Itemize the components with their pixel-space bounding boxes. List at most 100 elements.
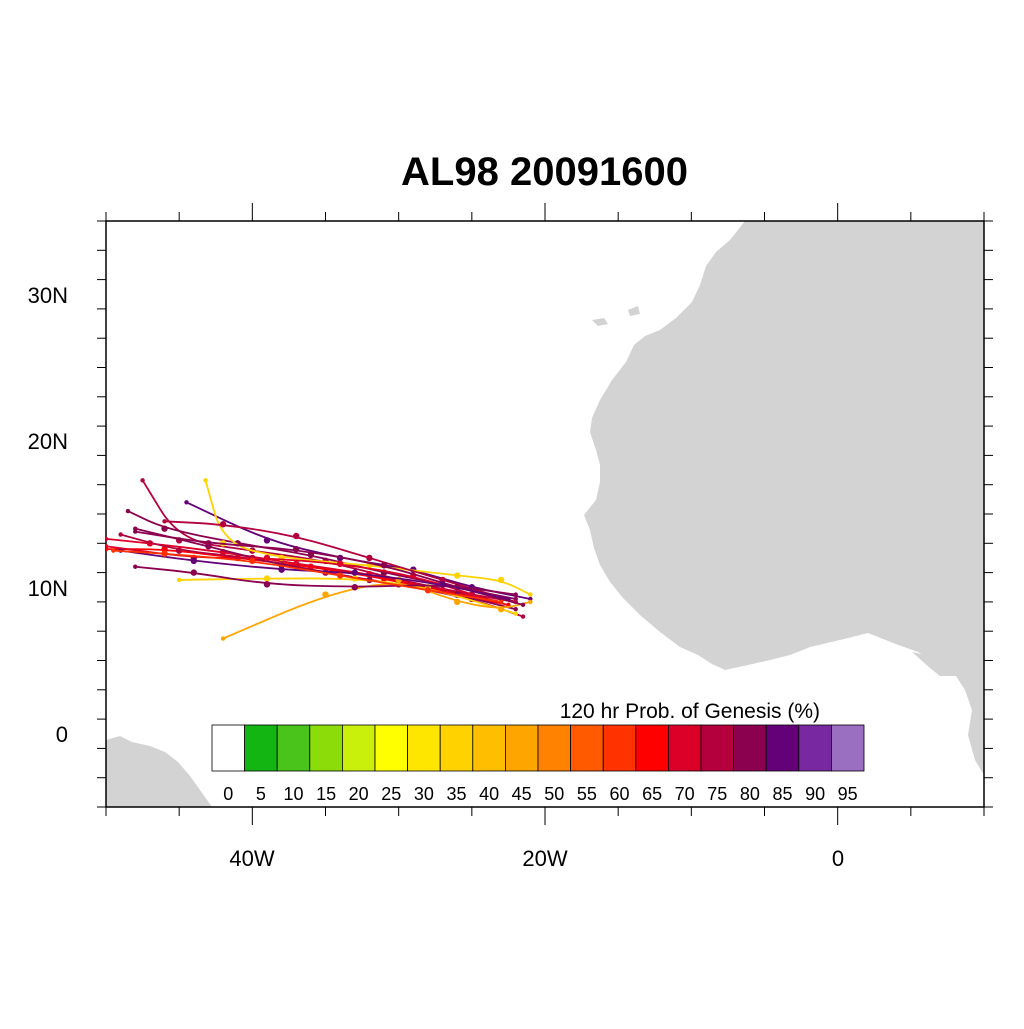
- legend-box-75: [700, 724, 734, 772]
- canary-island-2: [628, 306, 640, 316]
- track-point: [424, 586, 432, 594]
- lat-label-0: 0: [56, 722, 68, 747]
- track-point: [203, 478, 208, 483]
- track-point: [293, 545, 300, 553]
- track-line-14: [120, 549, 509, 600]
- axis-ticks: [97, 203, 993, 825]
- legend-box-45: [504, 724, 539, 772]
- south-america-coast: [106, 736, 212, 807]
- legend-box-80: [733, 724, 767, 772]
- legend-level-label: 25: [381, 784, 401, 804]
- legend-level-label: 15: [316, 784, 336, 804]
- track-point: [278, 566, 285, 573]
- track-point: [336, 560, 344, 568]
- track-point: [176, 577, 182, 583]
- legend-box-85: [765, 724, 800, 772]
- track-point: [506, 596, 511, 602]
- track-line-4: [186, 501, 531, 600]
- legend-level-label: 95: [838, 784, 858, 804]
- track-point: [263, 581, 271, 588]
- track-point: [293, 560, 300, 568]
- canary-island: [592, 318, 608, 326]
- legend-level-labels: 0 5 10 15 20 25 30 35 40 45 50 55 60 65 70 75 80 85 90 95: [223, 784, 857, 804]
- track-line-7: [179, 577, 516, 615]
- track-line-15: [113, 549, 502, 603]
- axis-labels: 30N 20N 10N 0 40W 20W 0: [28, 283, 844, 871]
- legend-level-label: 55: [577, 784, 597, 804]
- genesis-probability-legend: 120 hr Prob. of Genesis (%) 0 5 10 15 20 25 30…: [211, 700, 865, 804]
- lon-label-20w: 20W: [522, 846, 567, 871]
- track-point: [161, 550, 168, 557]
- track-point: [263, 537, 271, 544]
- land-layer: [106, 221, 984, 807]
- legend-box-25: [374, 724, 408, 772]
- track-point: [528, 592, 533, 597]
- track-point: [263, 554, 271, 562]
- track-point: [118, 532, 123, 537]
- track-point: [497, 576, 505, 584]
- track-point: [106, 544, 109, 549]
- track-point: [520, 602, 526, 608]
- track-point: [336, 572, 344, 579]
- legend-box-40: [472, 724, 506, 772]
- legend-level-label: 60: [609, 784, 629, 804]
- track-point: [497, 606, 505, 613]
- track-point: [528, 599, 533, 605]
- track-line-0: [141, 479, 516, 603]
- track-line-10: [164, 520, 516, 603]
- track-point: [249, 557, 256, 565]
- gulf-of-guinea-coast: [912, 652, 984, 775]
- track-point: [366, 554, 373, 562]
- legend-box-50: [537, 724, 571, 772]
- track-point: [106, 536, 109, 542]
- legend-level-label: 20: [349, 784, 369, 804]
- legend-title: 120 hr Prob. of Genesis (%): [560, 700, 820, 723]
- legend-box-60: [602, 724, 637, 772]
- storm-tracks: [106, 478, 533, 641]
- legend-level-label: 80: [740, 784, 760, 804]
- legend-box-90: [798, 724, 832, 772]
- track-point: [190, 557, 197, 565]
- track-point: [454, 572, 461, 579]
- legend-box-10: [276, 724, 311, 772]
- track-point: [140, 478, 145, 483]
- legend-box-35: [439, 724, 474, 772]
- legend-box-0: [211, 724, 245, 772]
- legend-box-95: [831, 724, 865, 772]
- track-point: [351, 569, 358, 576]
- track-point: [263, 575, 271, 582]
- legend-level-label: 35: [446, 784, 466, 804]
- legend-level-label: 30: [414, 784, 434, 804]
- lon-label-40w: 40W: [229, 846, 274, 871]
- track-point: [133, 564, 138, 569]
- legend-box-65: [635, 724, 669, 772]
- legend-level-label: 65: [642, 784, 662, 804]
- track-point: [111, 548, 116, 553]
- legend-level-label: 85: [772, 784, 792, 804]
- track-point: [293, 532, 300, 540]
- track-point: [133, 529, 138, 534]
- track-line-13: [135, 530, 524, 606]
- track-point: [513, 607, 518, 612]
- legend-level-label: 45: [512, 784, 532, 804]
- legend-box-20: [341, 724, 376, 772]
- track-point: [513, 611, 518, 616]
- lat-label-10n: 10N: [28, 576, 68, 601]
- track-point: [513, 592, 518, 597]
- track-line-9: [222, 583, 531, 640]
- lon-label-0: 0: [832, 846, 844, 871]
- track-point: [322, 591, 329, 598]
- legend-box-5: [244, 724, 278, 772]
- track-point: [161, 545, 168, 553]
- track-line-11: [135, 565, 516, 596]
- west-africa-landmass: [584, 221, 984, 672]
- map-title: AL98 20091600: [401, 150, 688, 194]
- legend-box-15: [309, 724, 343, 772]
- track-point: [219, 521, 227, 528]
- legend-level-label: 50: [544, 784, 564, 804]
- track-point: [220, 636, 226, 641]
- legend-level-label: 75: [707, 784, 727, 804]
- track-point: [184, 500, 189, 505]
- legend-level-label: 0: [223, 784, 233, 804]
